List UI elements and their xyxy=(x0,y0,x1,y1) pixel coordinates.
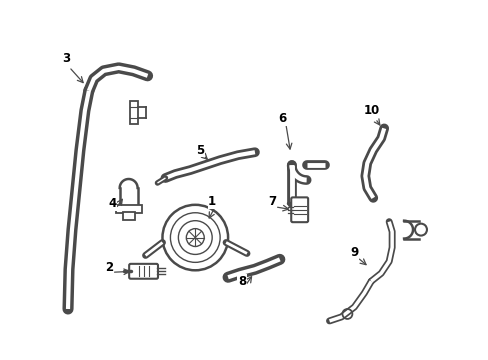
Text: 3: 3 xyxy=(62,53,70,66)
FancyBboxPatch shape xyxy=(129,264,158,279)
Bar xyxy=(129,100,137,125)
Text: 10: 10 xyxy=(364,104,380,117)
Text: 1: 1 xyxy=(208,195,216,208)
FancyBboxPatch shape xyxy=(291,197,307,222)
Text: 8: 8 xyxy=(237,275,245,288)
Text: 2: 2 xyxy=(104,261,113,274)
Bar xyxy=(122,212,134,220)
Text: 5: 5 xyxy=(196,144,204,157)
Circle shape xyxy=(162,205,227,270)
Bar xyxy=(116,205,142,213)
Text: 7: 7 xyxy=(267,195,275,208)
Text: 9: 9 xyxy=(349,246,358,259)
Text: 4: 4 xyxy=(108,197,117,210)
Text: 6: 6 xyxy=(278,112,286,125)
